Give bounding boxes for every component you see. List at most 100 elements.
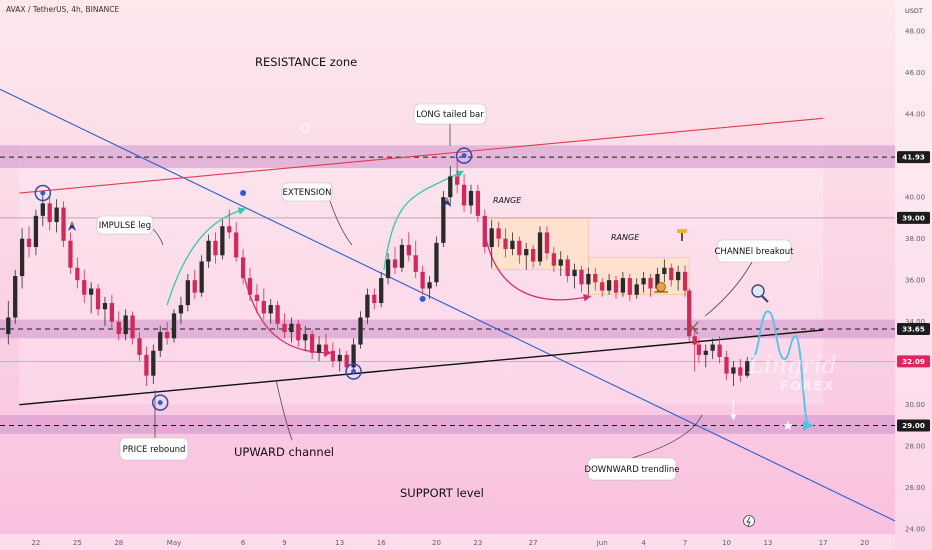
swing-circle	[455, 147, 473, 164]
candle-body	[303, 334, 308, 341]
price-tag-bg	[897, 151, 930, 164]
candle-body	[455, 176, 460, 185]
candle-body	[330, 350, 336, 362]
candle-body	[185, 280, 190, 306]
candle-up	[634, 278, 639, 299]
candle-down	[75, 257, 80, 289]
swing-dot	[461, 153, 467, 159]
candle-body	[468, 190, 474, 206]
range-2-label: RANGE	[611, 233, 640, 242]
candle-up	[710, 338, 715, 360]
candle-body	[275, 305, 280, 324]
callout-text: IMPULSE leg	[99, 221, 151, 231]
candle-body	[171, 313, 177, 339]
candle-down	[192, 269, 197, 299]
candle-body	[420, 271, 425, 289]
candle-down	[503, 228, 508, 258]
price-tags: 41.93 39.00 33.65 32.09 29.00	[897, 151, 930, 432]
candle-down	[455, 155, 460, 194]
candle-up	[13, 269, 18, 324]
callout-box	[413, 103, 487, 125]
swing-dot	[40, 190, 46, 196]
candle-up	[268, 298, 273, 324]
candle-up	[379, 271, 384, 308]
trend-dot	[240, 190, 247, 197]
channel-top	[19, 117, 824, 194]
candle-down	[544, 226, 550, 260]
x-tick-label: 6	[241, 539, 246, 547]
mid-support-band	[0, 319, 895, 339]
candle-body	[662, 267, 667, 274]
candle-body	[503, 238, 508, 250]
callout-extension: EXTENSION	[281, 182, 333, 202]
x-tick-label: 13	[763, 539, 772, 547]
candle-down	[213, 232, 218, 264]
candle-down	[517, 236, 522, 264]
candle-body	[510, 240, 515, 250]
candle-down	[164, 321, 170, 345]
candle-body	[6, 317, 11, 335]
candle-up	[151, 344, 156, 384]
candle-up	[606, 273, 612, 295]
candle-body	[613, 280, 619, 293]
candle-body	[54, 207, 59, 223]
callout-box	[96, 215, 154, 235]
candle-body	[254, 294, 260, 301]
candle-body	[13, 276, 18, 318]
candle-body	[199, 261, 204, 293]
callout-text: EXTENSION	[283, 188, 332, 198]
candle-down	[310, 330, 315, 360]
candle-down	[323, 334, 329, 357]
candle-up	[676, 265, 681, 291]
dart-icon	[443, 197, 451, 207]
x-tick-label: 16	[377, 539, 386, 547]
callout-pointers	[151, 124, 753, 459]
candle-up	[620, 271, 626, 297]
candle-body	[213, 240, 218, 256]
candle-body	[33, 215, 39, 247]
candle-body	[558, 259, 563, 266]
candle-down	[275, 300, 280, 330]
brand-watermark: Lingrid FOREX	[747, 351, 837, 393]
candle-down	[669, 263, 674, 287]
candle-body	[517, 240, 522, 256]
x-tick-label: 22	[31, 539, 40, 547]
candle-down	[692, 327, 697, 372]
upward-channel-label: UPWARD channel	[234, 445, 334, 459]
range-arrow	[482, 222, 592, 302]
candle-down	[61, 201, 66, 247]
candle-body	[344, 354, 349, 368]
candle-body	[19, 238, 25, 277]
price-axis-panel	[895, 0, 932, 550]
candle-body	[310, 334, 315, 353]
candle-body	[399, 244, 405, 268]
candle-up	[54, 199, 59, 233]
swing-circle	[345, 363, 362, 380]
price-tag-text: 39.00	[902, 214, 925, 223]
candle-down	[109, 294, 115, 328]
candle-down	[600, 278, 605, 297]
candle-up	[178, 296, 184, 324]
callout-channel-breakout: CHANNEl breakout	[715, 239, 794, 263]
symbol-title: AVAX / TetherUS, 4h, BINANCE	[6, 5, 119, 14]
candle-up	[537, 226, 543, 266]
extension-pointer	[329, 200, 353, 246]
star-icon: ★	[782, 419, 794, 434]
candle-body	[164, 332, 170, 339]
candle-up	[510, 232, 515, 256]
candles-layer	[6, 155, 750, 387]
markers-layer	[34, 147, 737, 421]
candle-body	[47, 203, 52, 223]
candle-up	[385, 253, 391, 285]
brand-sub: FOREX	[780, 379, 835, 393]
price-tag-text: 32.09	[902, 357, 925, 366]
price-tag-bg	[897, 322, 930, 335]
candle-body	[40, 203, 45, 216]
resistance-zone-label: RESISTANCE zone	[255, 55, 357, 69]
candle-body	[406, 244, 411, 256]
candle-down	[496, 222, 501, 247]
candle-up	[33, 209, 39, 256]
candle-body	[130, 315, 135, 339]
currency-label: USDT	[905, 7, 923, 15]
candle-down	[717, 336, 722, 364]
